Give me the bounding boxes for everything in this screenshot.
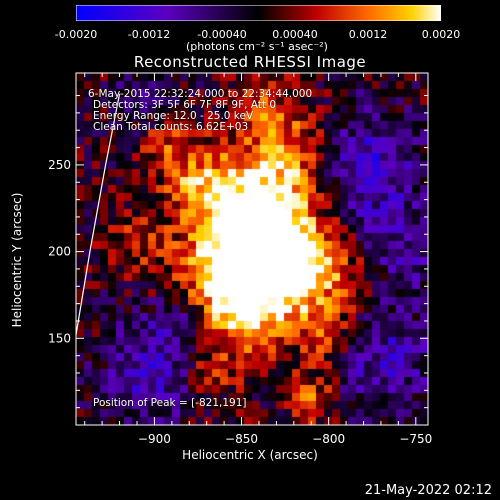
- colorbar-units-label: (photons cm⁻² s⁻¹ asec⁻²): [186, 40, 328, 53]
- annotation-energy-range: Energy Range: 12.0 - 25.0 keV: [93, 110, 254, 122]
- annotation-time-range: 6-May-2015 22:32:24.000 to 22:34:44.000: [88, 88, 313, 100]
- annotation-detectors: Detectors: 3F 5F 6F 7F 8F 9F, Att 0: [93, 99, 277, 111]
- annotation-clean-counts: Clean Total counts: 6.62E+03: [93, 121, 249, 133]
- colorbar-tick-label: 0.0012: [348, 28, 388, 41]
- chart-title: Reconstructed RHESSI Image: [133, 53, 367, 71]
- footer-timestamp: 21-May-2022 02:12: [364, 483, 492, 498]
- x-tick-label: −900: [138, 432, 171, 446]
- x-tick-label: −850: [225, 432, 258, 446]
- colorbar-tick-label: -0.0020: [54, 28, 98, 41]
- y-tick-label: 200: [48, 245, 71, 259]
- x-axis-label: Heliocentric X (arcsec): [182, 448, 318, 462]
- annotation-peak-position: Position of Peak = [-821,191]: [93, 397, 247, 409]
- heatmap-image: [76, 73, 428, 425]
- colorbar-tick-label: 0.00040: [272, 28, 318, 41]
- solar-limb-curve: [75, 93, 121, 335]
- x-tick-label: −750: [399, 432, 432, 446]
- y-tick-label: 150: [48, 331, 71, 345]
- y-axis-label: Heliocentric Y (arcsec): [10, 192, 24, 328]
- colorbar-tick-label: -0.0012: [127, 28, 171, 41]
- colorbar: [76, 5, 441, 21]
- x-tick-label: −800: [312, 432, 345, 446]
- plot-frame: [75, 72, 429, 426]
- colorbar-tick-label: 0.0020: [421, 28, 461, 41]
- colorbar-tick-label: -0.00040: [197, 28, 247, 41]
- y-tick-label: 250: [48, 158, 71, 172]
